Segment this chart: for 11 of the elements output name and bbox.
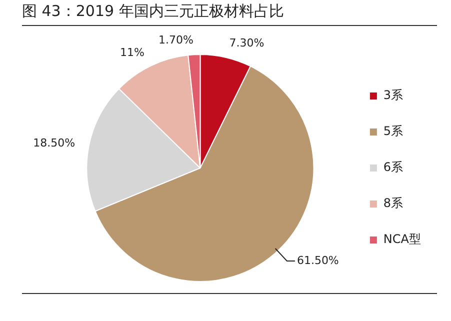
data-label: 18.50% — [33, 136, 76, 150]
legend-label: 5系 — [383, 124, 404, 138]
legend-label: NCA型 — [383, 232, 422, 246]
data-label: 7.30% — [229, 36, 264, 50]
legend-label: 6系 — [383, 160, 404, 174]
data-label: 11% — [120, 46, 144, 60]
chart-title: 图 43：2019 年国内三元正极材料占比 — [22, 2, 284, 21]
legend-label: 3系 — [383, 88, 404, 102]
data-label: 1.70% — [158, 34, 194, 47]
legend-label: 8系 — [383, 196, 404, 210]
data-label: 61.50% — [296, 254, 339, 267]
